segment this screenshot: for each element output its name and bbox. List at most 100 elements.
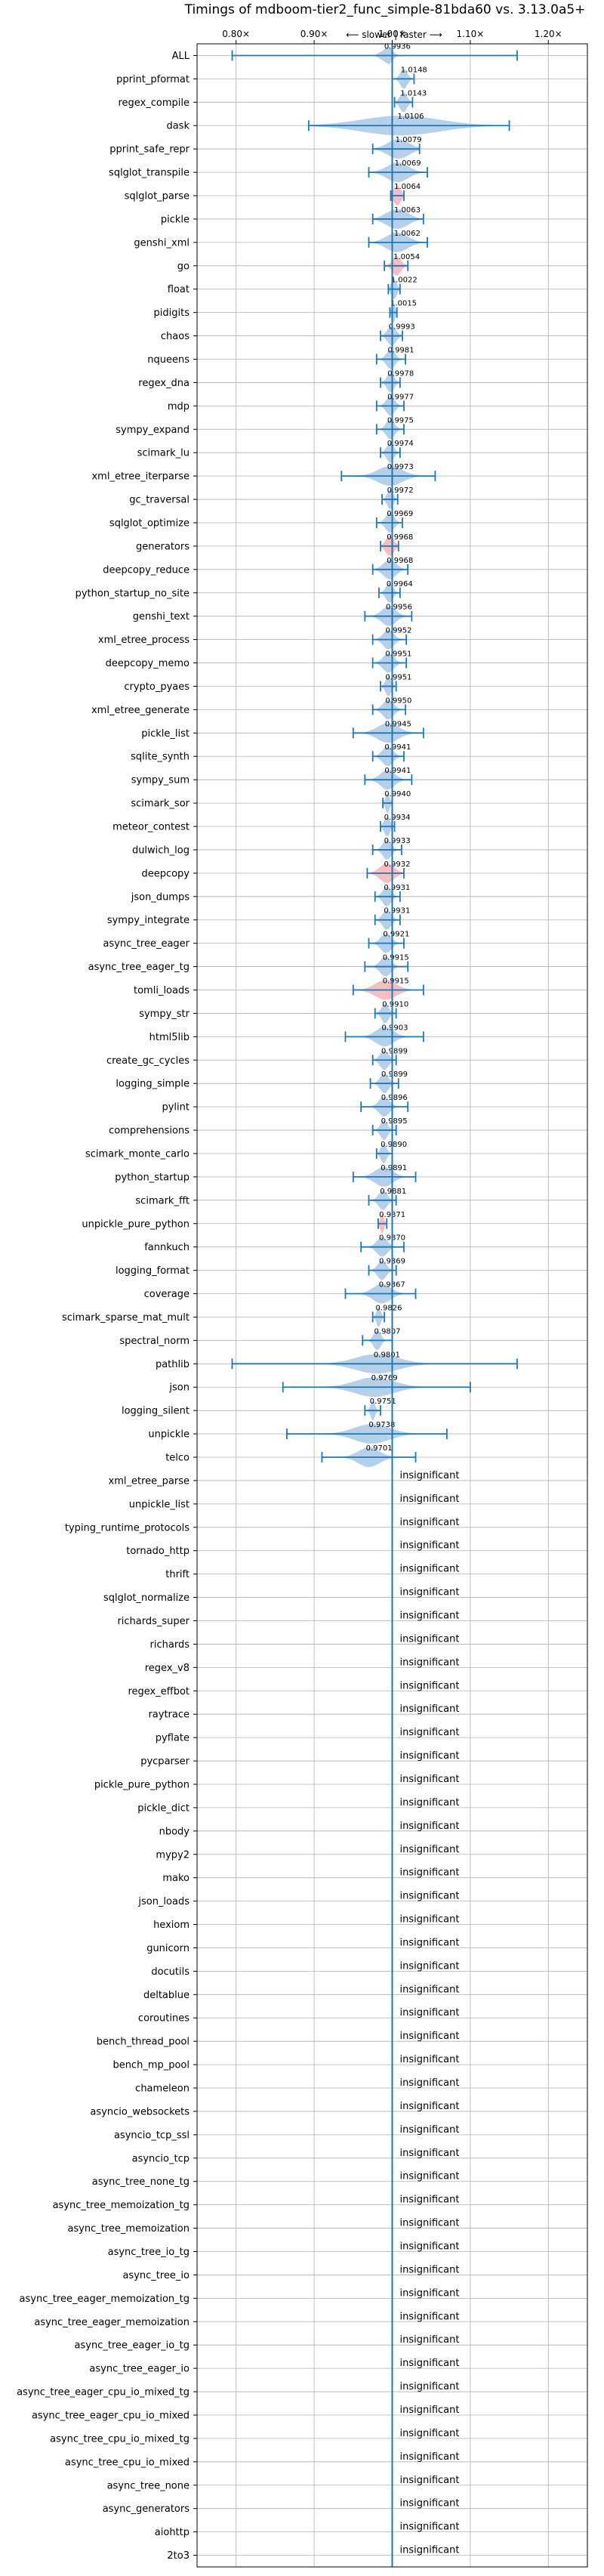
benchmark-label: pathlib [156,1359,190,1370]
benchmark-label: pickle_pure_python [94,1779,190,1790]
insignificant-label: insignificant [400,1517,460,1528]
benchmark-label: dask [166,121,190,132]
benchmark-label: pylint [162,1102,190,1113]
insignificant-label: insignificant [400,2498,460,2510]
value-label: 0.9964 [387,580,413,588]
x-tick-label: 1.20× [535,29,562,39]
value-label: 0.9951 [385,673,411,681]
benchmark-label: spectral_norm [119,1336,190,1347]
benchmark-label: xml_etree_process [98,635,190,646]
benchmark-label: sqlglot_transpile [109,168,190,179]
value-label: 0.9950 [385,697,411,705]
insignificant-label: insignificant [400,2195,460,2206]
insignificant-label: insignificant [400,2428,460,2439]
benchmark-label: tomli_loads [134,985,190,996]
value-label: 0.9934 [384,814,411,822]
benchmark-label: go [177,261,190,272]
insignificant-label: insignificant [400,2054,460,2065]
insignificant-label: insignificant [400,2264,460,2275]
benchmark-label: async_tree_none_tg [92,2176,190,2188]
benchmark-label: pprint_safe_repr [109,144,190,156]
insignificant-label: insignificant [400,2287,460,2299]
benchmark-label: gc_traversal [129,495,190,506]
benchmark-label: bench_thread_pool [97,2037,190,2048]
benchmark-label: richards_super [117,1616,190,1627]
insignificant-label: insignificant [400,1821,460,1832]
insignificant-label: insignificant [400,2358,460,2369]
value-label: 0.9826 [376,1304,402,1312]
insignificant-label: insignificant [400,1867,460,1879]
benchmark-label: html5lib [149,1032,190,1043]
insignificant-label: insignificant [400,1774,460,1785]
benchmark-label: regex_v8 [145,1663,190,1674]
insignificant-label: insignificant [400,1703,460,1715]
benchmark-label: pycparser [140,1756,190,1768]
benchmark-label: async_tree_eager_tg [88,962,190,973]
benchmark-label: regex_compile [118,97,190,109]
value-label: 1.0106 [397,113,424,121]
benchmark-label: richards [150,1639,190,1651]
value-label: 0.9899 [381,1047,408,1055]
value-label: 0.9903 [381,1024,408,1032]
benchmark-label: async_tree_io_tg [108,2247,190,2258]
benchmark-label: async_tree_eager_memoization [34,2317,190,2328]
value-label: 0.9895 [381,1117,408,1126]
value-label: 0.9881 [380,1188,406,1196]
value-label: 1.0064 [394,183,421,191]
benchmark-label: 2to3 [167,2550,190,2562]
benchmark-label: scimark_sor [131,798,190,810]
benchmark-label: logging_silent [122,1406,190,1417]
benchmark-rows: ALL 0.9936 pprint_pformat 1.0148 regex_compi… [17,42,518,2567]
value-label: 0.9807 [374,1327,401,1336]
insignificant-label: insignificant [400,1657,460,1668]
insignificant-label: insignificant [400,2007,460,2018]
benchmark-label: generators [136,541,190,552]
benchmark-label: gunicorn [146,1943,190,1954]
insignificant-label: insignificant [400,1844,460,1855]
benchmark-label: tornado_http [126,1546,190,1557]
benchmark-label: async_tree_io [122,2270,190,2281]
benchmark-label: deepcopy_memo [106,658,190,669]
value-label: 0.9968 [387,533,413,542]
benchmark-label: pidigits [154,307,190,319]
benchmark-label: asyncio_websockets [90,2106,190,2117]
benchmark-label: deltablue [143,1990,190,2001]
value-label: 0.9974 [387,440,414,448]
benchmark-label: json_loads [137,1896,190,1907]
insignificant-label: insignificant [400,1540,460,1552]
insignificant-label: insignificant [400,2031,460,2042]
value-label: 0.9952 [386,627,412,635]
insignificant-label: insignificant [400,1727,460,1738]
benchmark-label: asyncio_tcp_ssl [114,2130,190,2141]
benchmark-label: sympy_expand [116,425,190,436]
benchmark-label: sympy_str [139,1008,190,1020]
insignificant-label: insignificant [400,2148,460,2159]
insignificant-label: insignificant [400,2381,460,2392]
benchmark-label: json [168,1382,190,1394]
benchmark-label: pickle_list [141,728,190,740]
value-label: 0.9933 [384,837,411,845]
benchmark-label: comprehensions [109,1126,190,1137]
benchmark-label: async_tree_cpu_io_mixed_tg [50,2433,190,2445]
x-ticks: 0.80× 0.90× 1.00× 1.10× 1.20× [193,29,562,2556]
value-label: 0.9941 [384,743,411,752]
benchmark-label: async_tree_memoization_tg [53,2200,190,2211]
value-label: 0.9899 [381,1070,408,1079]
benchmark-label: python_startup_no_site [76,588,190,599]
value-label: 0.9956 [386,604,412,612]
value-label: 0.9738 [368,1421,395,1429]
insignificant-label: insignificant [400,1797,460,1808]
value-label: 0.9972 [387,486,414,495]
benchmark-label: unpickle [148,1429,190,1441]
insignificant-label: insignificant [400,1633,460,1645]
benchmark-label: sympy_sum [131,775,190,786]
benchmark-label: scimark_monte_carlo [85,1148,190,1160]
benchmark-label: json_dumps [131,891,190,903]
insignificant-label: insignificant [400,1750,460,1762]
plot-frame [196,43,588,2568]
value-label: 1.0054 [393,253,420,261]
benchmark-label: mypy2 [156,1849,190,1861]
insignificant-label: insignificant [400,2334,460,2346]
benchmark-label: async_tree_eager_io [89,2364,190,2375]
value-label: 1.0062 [394,230,421,238]
